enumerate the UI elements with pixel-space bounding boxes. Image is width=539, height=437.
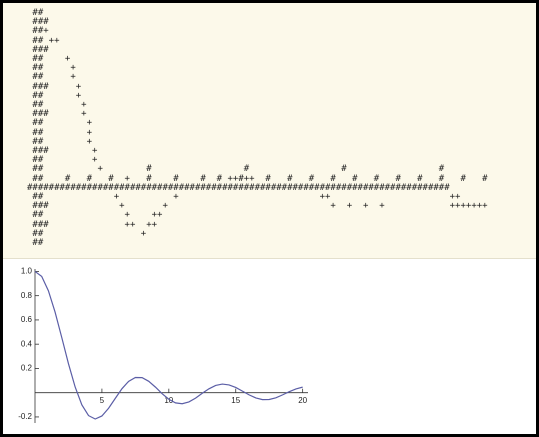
y-tick-label: 1.0 — [21, 267, 33, 276]
ascii-line: ## + ++ — [27, 210, 163, 221]
chart: 5 10 15 20 -0.2 0.2 0.4 0.6 0.8 1.0 — [18, 267, 308, 423]
y-tick-label: -0.2 — [18, 412, 32, 421]
ascii-line: ## + — [27, 136, 93, 147]
ascii-plot: ## ### ##+ ## ++ ### ## + ## + ## + ### … — [3, 3, 536, 259]
ascii-line: ##+ — [27, 26, 49, 37]
y-tick-label: 0.8 — [21, 291, 33, 300]
ascii-line: ## + + ++ ++ ++ — [27, 192, 539, 202]
ascii-line: ### + + + + + + +++++++ — [27, 201, 488, 212]
ascii-line: ## + — [27, 228, 147, 239]
ascii-line: ## + — [27, 127, 93, 138]
ascii-line: ########################################… — [27, 182, 450, 193]
x-tick-label: 15 — [231, 396, 240, 405]
ascii-line: ## + — [27, 118, 93, 129]
x-tick-label: 10 — [164, 396, 173, 405]
ascii-line: ## — [27, 238, 44, 248]
x-tick-label: 20 — [298, 396, 307, 405]
y-tick-label: 0.4 — [21, 339, 33, 348]
ascii-line: ## # # # + # # # # ++#++ # # # # # # # #… — [27, 173, 488, 184]
ascii-line: ## + — [27, 90, 82, 101]
x-tick-label: 5 — [100, 396, 105, 405]
ascii-line: ### — [27, 17, 49, 28]
ascii-line: ## + — [27, 54, 71, 64]
ascii-line: ## + — [27, 100, 87, 110]
ascii-line: ### + — [27, 146, 98, 156]
ascii-line: ## + — [27, 63, 76, 74]
line-series — [34, 270, 303, 420]
ascii-line: ### + — [27, 109, 87, 120]
ascii-line: ## + — [27, 155, 98, 166]
ascii-line: ## — [27, 8, 44, 18]
ascii-line: ## ++ — [27, 35, 60, 46]
ascii-line: ### ++ ++ — [27, 219, 158, 230]
y-tick-label: 0.2 — [21, 364, 33, 373]
ascii-line: ## + # # # # — [27, 164, 445, 175]
ascii-line: ### + — [27, 81, 82, 92]
ascii-line: ### — [27, 44, 49, 55]
y-tick-label: 0.6 — [21, 315, 33, 324]
ascii-line: ## + — [27, 72, 76, 83]
